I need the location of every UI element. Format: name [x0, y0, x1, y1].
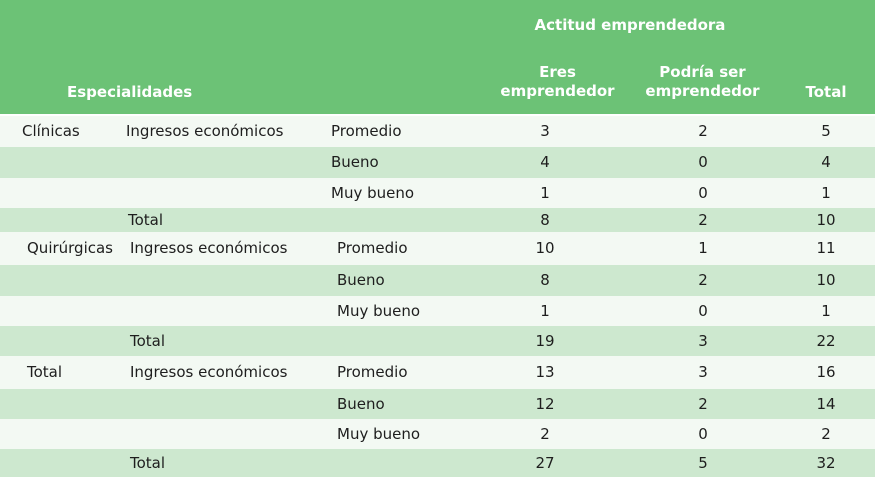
cell-category: Total [128, 211, 164, 229]
table-row: Total 27 5 32 [0, 449, 875, 477]
table-row: Muy bueno 1 0 1 [0, 178, 875, 208]
cell-podria-ser: 2 [698, 395, 708, 413]
cell-podria-ser: 1 [698, 239, 708, 257]
cell-eres-emprendedor: 19 [535, 332, 555, 350]
cell-category: Total [130, 454, 166, 472]
cell-podria-ser: 0 [698, 153, 708, 171]
cell-level: Bueno [337, 395, 385, 413]
table-row: Total Ingresos económicos Promedio 13 3 16 [0, 356, 875, 389]
table-row: Quirúrgicas Ingresos económicos Promedio 10… [0, 232, 875, 265]
cell-eres-emprendedor: 12 [535, 395, 555, 413]
cell-podria-ser: 2 [698, 271, 708, 289]
cell-category: Total [130, 332, 166, 350]
cell-specialty-group: Quirúrgicas [27, 239, 114, 257]
cell-total: 1 [821, 302, 831, 320]
header-total: Total [805, 83, 847, 101]
table-row: Bueno 12 2 14 [0, 389, 875, 419]
cell-level: Promedio [337, 363, 408, 381]
header-especialidades: Especialidades [67, 83, 193, 101]
cell-eres-emprendedor: 1 [540, 302, 550, 320]
cell-level: Muy bueno [337, 425, 421, 443]
header-podria-line1: Podría ser [659, 63, 746, 81]
cell-eres-emprendedor: 8 [540, 271, 550, 289]
cell-total: 2 [821, 425, 831, 443]
cell-podria-ser: 0 [698, 184, 708, 202]
cell-eres-emprendedor: 3 [540, 122, 550, 140]
table-row: Clínicas Ingresos económicos Promedio 3 2 5 [0, 116, 875, 147]
cell-eres-emprendedor: 10 [535, 239, 555, 257]
cell-eres-emprendedor: 1 [540, 184, 550, 202]
cell-total: 32 [816, 454, 836, 472]
cell-podria-ser: 0 [698, 425, 708, 443]
cell-level: Muy bueno [337, 302, 421, 320]
cell-podria-ser: 0 [698, 302, 708, 320]
cell-podria-ser: 3 [698, 363, 708, 381]
cell-total: 1 [821, 184, 831, 202]
cell-total: 10 [816, 271, 836, 289]
cell-podria-ser: 2 [698, 122, 708, 140]
table-row: Muy bueno 1 0 1 [0, 296, 875, 326]
cell-podria-ser: 5 [698, 454, 708, 472]
cell-total: 14 [816, 395, 836, 413]
cell-eres-emprendedor: 2 [540, 425, 550, 443]
header-eres-line1: Eres [539, 63, 576, 81]
cell-podria-ser: 3 [698, 332, 708, 350]
cell-eres-emprendedor: 27 [535, 454, 555, 472]
cell-total: 11 [816, 239, 836, 257]
header-podria-ser-emprendedor: Podría ser emprendedor [615, 63, 790, 101]
cell-level: Promedio [337, 239, 408, 257]
table-row: Bueno 8 2 10 [0, 265, 875, 296]
cell-podria-ser: 2 [698, 211, 708, 229]
cell-specialty-group: Total [27, 363, 63, 381]
cell-level: Bueno [331, 153, 379, 171]
cell-total: 5 [821, 122, 831, 140]
cell-eres-emprendedor: 8 [540, 211, 550, 229]
cell-total: 4 [821, 153, 831, 171]
header-podria-line2: emprendedor [645, 82, 760, 100]
cell-level: Bueno [337, 271, 385, 289]
cell-category: Ingresos económicos [126, 122, 284, 140]
cell-category: Ingresos económicos [130, 239, 288, 257]
header-eres-emprendedor: Eres emprendedor [470, 63, 645, 101]
table-row: Total 19 3 22 [0, 326, 875, 356]
header-eres-line2: emprendedor [500, 82, 615, 100]
cell-category: Ingresos económicos [130, 363, 288, 381]
cell-eres-emprendedor: 13 [535, 363, 555, 381]
cell-specialty-group: Clínicas [22, 122, 80, 140]
cell-total: 16 [816, 363, 836, 381]
cell-total: 22 [816, 332, 836, 350]
table-row: Muy bueno 2 0 2 [0, 419, 875, 449]
table-header: Actitud emprendedora Especialidades Eres… [0, 0, 875, 114]
cell-level: Promedio [331, 122, 402, 140]
cell-level: Muy bueno [331, 184, 415, 202]
group-header-actitud: Actitud emprendedora [534, 16, 726, 34]
cell-eres-emprendedor: 4 [540, 153, 550, 171]
cell-total: 10 [816, 211, 836, 229]
table-row: Total 8 2 10 [0, 208, 875, 232]
table-row: Bueno 4 0 4 [0, 147, 875, 178]
